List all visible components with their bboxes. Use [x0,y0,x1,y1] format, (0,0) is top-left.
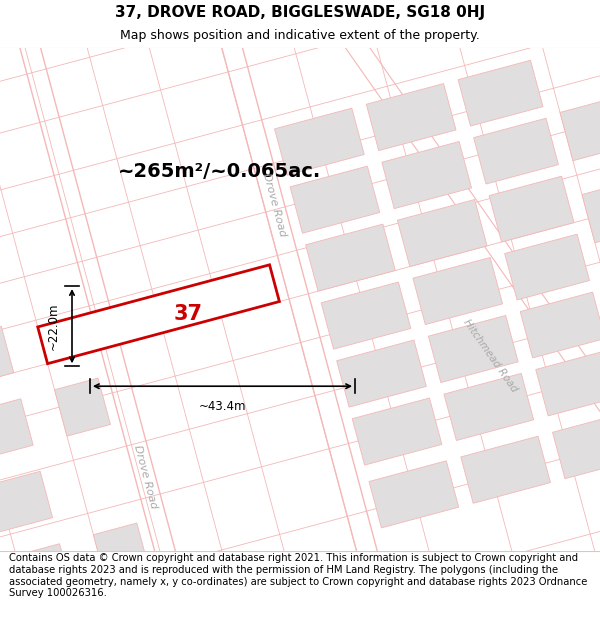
Polygon shape [55,378,110,436]
Polygon shape [305,224,395,291]
Polygon shape [536,350,600,416]
Text: Map shows position and indicative extent of the property.: Map shows position and indicative extent… [120,29,480,42]
Text: 37, DROVE ROAD, BIGGLESWADE, SG18 0HJ: 37, DROVE ROAD, BIGGLESWADE, SG18 0HJ [115,6,485,21]
Polygon shape [38,265,280,364]
Text: ~22.0m: ~22.0m [47,302,60,350]
Polygon shape [352,398,442,465]
Text: ~265m²/~0.065ac.: ~265m²/~0.065ac. [118,162,322,181]
Polygon shape [321,282,411,349]
Text: Contains OS data © Crown copyright and database right 2021. This information is : Contains OS data © Crown copyright and d… [9,554,587,598]
Polygon shape [7,544,72,604]
Polygon shape [428,316,518,382]
Polygon shape [275,108,364,175]
Polygon shape [489,176,574,242]
Polygon shape [0,399,33,459]
Polygon shape [290,166,380,233]
Text: ~43.4m: ~43.4m [199,400,246,413]
Polygon shape [461,436,550,503]
Text: Drove Road: Drove Road [132,444,158,510]
Polygon shape [382,141,472,209]
Text: Drove Road: Drove Road [261,172,287,238]
Polygon shape [560,98,600,161]
Polygon shape [0,326,14,387]
Polygon shape [397,199,487,267]
Polygon shape [367,84,456,151]
Polygon shape [505,234,590,300]
Text: 37: 37 [174,304,203,324]
Polygon shape [369,461,459,528]
Polygon shape [520,292,600,358]
Polygon shape [444,373,533,441]
Polygon shape [473,118,559,184]
Polygon shape [582,180,600,243]
Polygon shape [553,413,600,479]
Polygon shape [94,523,149,581]
Polygon shape [458,60,543,126]
Polygon shape [0,471,53,532]
Text: Hitchmead Road: Hitchmead Road [461,318,519,394]
Polygon shape [413,258,503,324]
Polygon shape [337,340,427,407]
